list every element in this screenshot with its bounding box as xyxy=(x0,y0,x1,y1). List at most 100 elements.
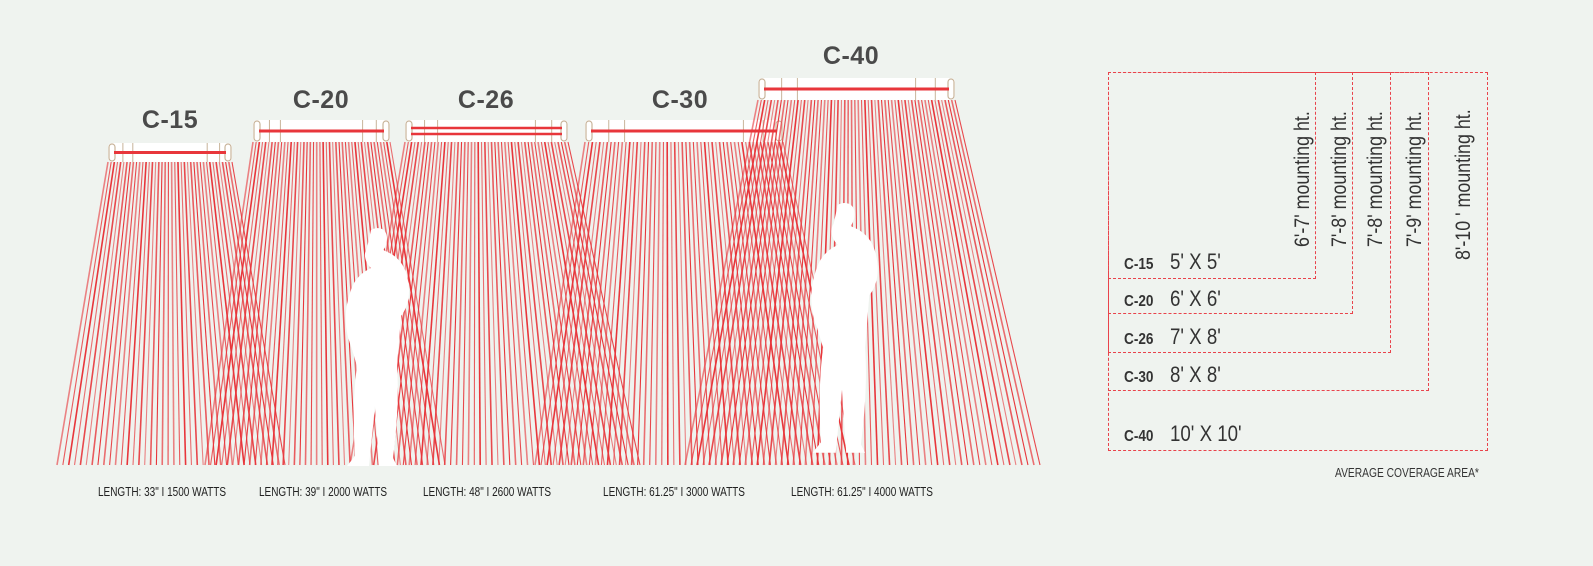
heater-end-cap xyxy=(405,120,413,142)
beam-line xyxy=(183,161,199,466)
beam-line xyxy=(941,99,1017,466)
row-area: 10' X 10' xyxy=(1170,421,1242,446)
coverage-box-c15 xyxy=(1108,72,1316,279)
spec-c26: LENGTH: 48" I 2600 WATTS xyxy=(422,485,552,499)
beam-line xyxy=(325,141,334,466)
beam-line xyxy=(594,141,624,466)
beam-line xyxy=(582,141,616,466)
beam-line xyxy=(670,141,675,466)
beam-line xyxy=(473,141,476,466)
beam-line xyxy=(494,141,511,466)
beam-line xyxy=(625,141,642,466)
beam-line xyxy=(768,99,806,466)
beam-line xyxy=(480,141,487,466)
beam-line xyxy=(762,99,802,466)
beam-line xyxy=(161,161,167,466)
beam-line xyxy=(467,141,473,466)
beam-line xyxy=(237,141,273,466)
spec-c30: LENGTH: 61.25" I 3000 WATTS xyxy=(603,485,745,499)
coverage-row-c30: C-30 8' X 8' xyxy=(1124,362,1230,388)
heater-c-26 xyxy=(405,120,568,142)
beam-line xyxy=(750,99,796,466)
beam-line xyxy=(396,141,433,466)
beam-line xyxy=(461,141,469,466)
beam-line xyxy=(79,161,122,466)
beam-line xyxy=(432,141,453,466)
mounting-c15: 6'-7' mounting ht. xyxy=(1291,111,1314,247)
beam-line xyxy=(534,141,586,466)
beam-line xyxy=(732,99,786,466)
beam-line xyxy=(177,161,187,466)
beam-line xyxy=(612,141,635,466)
beam-line xyxy=(293,141,305,466)
beam-line xyxy=(930,99,999,466)
beam-line xyxy=(649,141,657,466)
coverage-footnote: AVERAGE COVERAGE AREA* xyxy=(1335,466,1479,480)
beam-line xyxy=(232,141,270,466)
beam-line xyxy=(744,99,793,466)
beam-line xyxy=(138,161,154,466)
beam-line xyxy=(109,161,138,466)
beam-line xyxy=(390,141,429,466)
beam-line xyxy=(552,141,597,466)
beam-line xyxy=(85,161,125,466)
beam-line xyxy=(534,141,582,466)
beam-line xyxy=(904,99,951,466)
beam-line xyxy=(277,141,295,466)
beam-line xyxy=(221,141,264,466)
spec-c40: LENGTH: 61.25" I 4000 WATTS xyxy=(791,485,933,499)
beam-line xyxy=(890,99,927,466)
beam-line xyxy=(950,99,1035,466)
row-area: 7' X 8' xyxy=(1170,324,1221,349)
beam-line xyxy=(756,99,799,466)
beam-line xyxy=(673,141,681,466)
beam-line xyxy=(921,99,981,466)
beam-line xyxy=(132,161,150,466)
beam-line xyxy=(497,141,517,466)
beam-line xyxy=(547,141,606,466)
beam-line xyxy=(517,141,553,466)
beam-line xyxy=(248,141,280,466)
beam-line xyxy=(500,141,523,466)
beam-line xyxy=(186,161,204,466)
beam-line xyxy=(910,99,963,466)
beam-line xyxy=(780,99,813,466)
beam-line xyxy=(507,141,535,466)
row-area: 5' X 5' xyxy=(1170,249,1221,274)
beam-line xyxy=(702,99,769,466)
beam-line xyxy=(503,141,529,466)
row-area: 6' X 6' xyxy=(1170,286,1221,311)
model-title-c40: C-40 xyxy=(822,42,880,70)
beam-line xyxy=(738,99,789,466)
beam-line xyxy=(530,141,576,466)
beam-line xyxy=(335,141,351,466)
beam-line xyxy=(894,99,933,466)
beam-line xyxy=(576,141,612,466)
coverage-row-c26: C-26 7' X 8' xyxy=(1124,324,1230,350)
coverage-row-c20: C-20 6' X 6' xyxy=(1124,286,1230,312)
model-title-c30: C-30 xyxy=(651,86,709,114)
model-title-c26: C-26 xyxy=(457,86,515,114)
beam-line xyxy=(720,99,779,466)
mounting-c26: 7'-8' mounting ht. xyxy=(1364,111,1387,247)
beam-line xyxy=(180,161,193,466)
beam-line xyxy=(947,99,1029,466)
beam-line xyxy=(455,141,466,466)
beam-line xyxy=(487,141,499,466)
beam-line xyxy=(677,141,687,466)
beam-line xyxy=(322,141,329,466)
beam-line xyxy=(588,141,620,466)
beam-line xyxy=(120,161,144,466)
beam-line xyxy=(870,99,891,466)
beam-line xyxy=(874,99,897,466)
beam-line xyxy=(202,161,234,466)
beam-line xyxy=(62,161,112,466)
beam-line xyxy=(149,161,160,466)
beam-line xyxy=(786,99,816,466)
beam-line xyxy=(265,141,289,466)
beam-line xyxy=(215,141,261,466)
beam-line xyxy=(97,161,131,466)
beam-line xyxy=(684,99,759,466)
beam-line xyxy=(520,141,558,466)
beam-line xyxy=(210,141,257,466)
